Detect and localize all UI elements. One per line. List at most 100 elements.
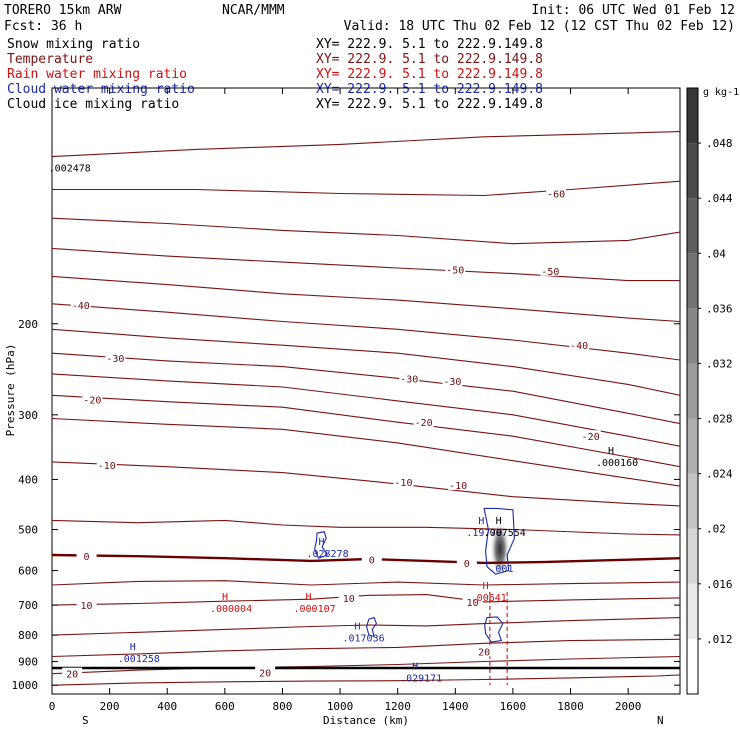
max-markers: H.028278H.017036H.001258H.029171H.19770.…	[49, 163, 638, 684]
isotherm-label: -20	[582, 432, 600, 443]
cloud-water-contours	[314, 507, 515, 643]
isotherm-label: 20	[259, 668, 271, 679]
max-marker-label: H	[483, 581, 489, 592]
colorbar-tick-label: .024	[706, 468, 733, 481]
model-name: TORERO 15km ARW	[4, 3, 122, 18]
y-tick-label: 200	[18, 318, 38, 331]
isotherm-label-bg	[462, 595, 483, 607]
isotherm-line	[52, 394, 680, 468]
colorbar-unit: g kg-1	[703, 87, 739, 98]
isotherm-label-bg	[338, 591, 359, 603]
max-marker-value: .000160	[596, 458, 638, 469]
cloud-water-contour	[314, 531, 328, 559]
legend-name: Cloud water mixing ratio	[7, 82, 195, 97]
isotherm-label-bg	[448, 478, 469, 490]
colorbar-tick-label: .02	[706, 523, 726, 536]
y-tick-label: 500	[18, 524, 38, 537]
isotherm-label-bg	[580, 430, 601, 442]
isotherm-label-bg	[456, 556, 477, 568]
colorbar-tick-label: .032	[706, 357, 733, 370]
temperature-isotherms	[52, 131, 680, 686]
isotherm-label: -10	[449, 481, 467, 492]
isotherm-label: 10	[81, 601, 93, 612]
max-marker-label: H	[318, 537, 324, 548]
north-end-label: N	[657, 714, 664, 727]
colorbar-frame	[686, 87, 699, 695]
isotherm-line	[52, 655, 680, 675]
isotherm-label-bg	[76, 549, 97, 561]
y-tick-label: 700	[18, 599, 38, 612]
cloud-water-contour	[483, 507, 515, 575]
max-marker-value: .000004	[210, 604, 252, 615]
x-axis: 0 200 400 600 800 1000 1200 1400 1600 1800 2000	[49, 88, 641, 713]
center-name: NCAR/MMM	[222, 3, 285, 18]
colorbar-tick-label: .036	[706, 302, 733, 315]
isotherm-line	[52, 461, 680, 507]
isotherm-label-bg	[82, 393, 103, 405]
rain-column	[489, 591, 508, 686]
isotherm-label: -20	[415, 418, 433, 429]
colorbar-tick-label: .044	[706, 192, 733, 205]
colorbar-segment	[687, 583, 698, 639]
isotherm-line	[52, 275, 680, 323]
isotherm-line	[52, 519, 680, 536]
isotherm-label-bg	[393, 476, 414, 488]
y-tick-label: 900	[18, 656, 38, 669]
isotherm-label-bg	[96, 458, 117, 470]
x-tick-label: 400	[157, 700, 177, 713]
colorbar-segment	[687, 528, 698, 584]
colorbar-segment	[687, 363, 698, 419]
isotherm-label: 0	[464, 559, 470, 570]
x-tick-label: 1400	[442, 700, 469, 713]
colorbar-tick-label: .016	[706, 578, 733, 591]
x-tick-label: 1000	[327, 700, 354, 713]
isotherm-label-bg	[442, 374, 463, 386]
isotherm-line	[52, 617, 680, 636]
isotherm-label-bg	[569, 339, 590, 351]
isotherm-label-bg	[546, 187, 567, 199]
isotherm-line	[52, 373, 680, 447]
isotherm-label: -30	[443, 377, 461, 388]
isotherm-labels: -60 -50 -50 -40 -40 -30 -30 -30 -20 -20 -20 -10 -10 -…	[62, 187, 601, 681]
x-tick-label: 1600	[500, 700, 527, 713]
x-tick-label: 200	[100, 700, 120, 713]
legend-xy: XY= 222.9. 5.1 to 222.9.149.8	[316, 97, 543, 112]
max-marker-label: H	[412, 661, 418, 672]
colorbar-segment	[687, 308, 698, 364]
isotherm-line	[52, 303, 680, 361]
colorbar-segment	[687, 253, 698, 309]
max-marker-label: H	[130, 642, 136, 653]
x-tick-label: 0	[49, 700, 56, 713]
isotherm-label: -20	[83, 395, 101, 406]
isotherm-line	[52, 594, 680, 606]
colorbar-segment	[687, 198, 698, 254]
isotherm-line	[52, 674, 680, 686]
colorbar-segment	[687, 88, 698, 144]
legend-name: Cloud ice mixing ratio	[7, 97, 179, 112]
isotherm-label: -40	[570, 341, 588, 352]
max-marker-value: .001258	[118, 654, 160, 665]
legend-name: Rain water mixing ratio	[7, 67, 187, 82]
max-marker-label: H	[354, 622, 360, 633]
isotherm-line	[52, 328, 680, 396]
legend-xy: XY= 222.9. 5.1 to 222.9.149.8	[316, 67, 543, 82]
legend: Snow mixing ratio XY= 222.9. 5.1 to 222.9…	[7, 37, 543, 112]
y-tick-label: 1000	[12, 679, 39, 692]
isotherm-label-bg	[445, 263, 466, 275]
max-marker-value: .001	[489, 564, 513, 575]
y-axis-label: Pressure (hPa)	[4, 344, 17, 437]
isotherm-label: -50	[541, 267, 559, 278]
x-tick-label: 1200	[384, 700, 411, 713]
max-marker-value: .002478	[49, 163, 91, 174]
colorbar-tick-label: .012	[706, 633, 733, 646]
max-marker-value: .007554	[484, 528, 526, 539]
isotherm-line	[52, 638, 680, 658]
isotherm-label-bg	[70, 299, 91, 311]
isotherm-label: -30	[400, 374, 418, 385]
max-marker-value: .028278	[306, 549, 348, 560]
isotherm-label: 20	[66, 670, 78, 681]
isotherm-label: 10	[467, 598, 479, 609]
colorbar-segment	[687, 418, 698, 474]
isotherm-label-bg	[361, 553, 382, 565]
